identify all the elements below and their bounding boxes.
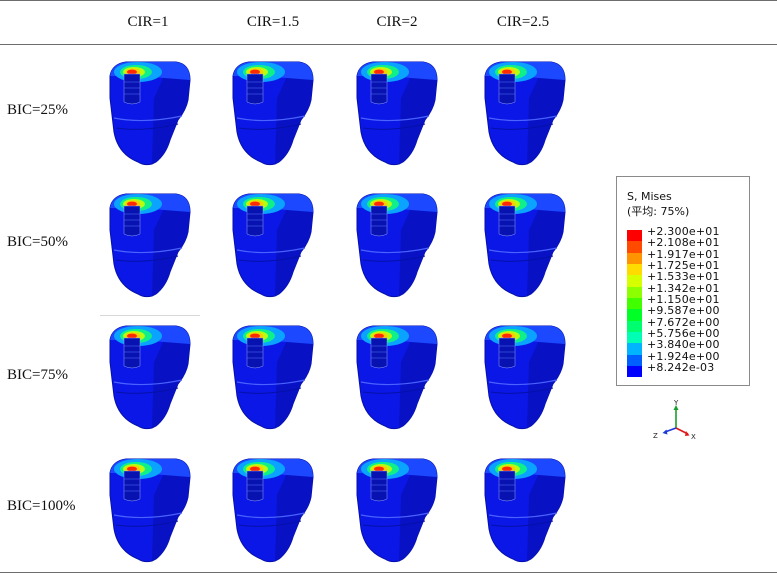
- top-rule: [0, 0, 777, 1]
- stress-contour-model: [227, 455, 317, 565]
- row-header: BIC=50%: [7, 234, 68, 250]
- column-header: CIR=2.5: [496, 14, 550, 30]
- stress-contour-model: [479, 58, 569, 168]
- legend-swatch: [627, 332, 642, 344]
- legend-swatch: [627, 241, 642, 253]
- header-rule: [0, 44, 777, 45]
- legend-swatch: [627, 354, 642, 367]
- column-header: CIR=1: [127, 14, 169, 30]
- legend-swatch: [627, 252, 642, 265]
- legend-swatch: [627, 320, 642, 333]
- legend-value: +1.533e+01: [647, 270, 720, 284]
- legend-value: +2.108e+01: [647, 236, 720, 250]
- stress-contour-model: [227, 322, 317, 432]
- legend-value: +5.756e+00: [647, 327, 720, 341]
- legend-swatch: [627, 298, 642, 310]
- axis-x-label: X: [691, 433, 696, 441]
- stress-contour-model: [351, 322, 441, 432]
- stress-contour-model: [479, 190, 569, 300]
- legend-value: +1.150e+01: [647, 293, 720, 307]
- row-header: BIC=100%: [7, 498, 76, 514]
- legend-value: +9.587e+00: [647, 304, 720, 318]
- legend-value: +8.242e-03: [647, 361, 715, 375]
- stress-contour-model: [104, 58, 194, 168]
- axis-y-label: Y: [673, 399, 679, 407]
- legend-value: +7.672e+00: [647, 315, 720, 329]
- axis-triad-icon: Y Z X: [653, 399, 696, 441]
- legend-swatch: [627, 264, 642, 276]
- row-header: BIC=75%: [7, 367, 68, 383]
- legend-swatch: [627, 309, 642, 321]
- legend-value: +1.725e+01: [647, 259, 720, 273]
- column-header: CIR=1.5: [246, 14, 300, 30]
- legend-swatch: [627, 366, 642, 378]
- stress-contour-model: [479, 455, 569, 565]
- legend-swatch: [627, 230, 642, 242]
- stress-contour-model: [227, 190, 317, 300]
- legend-swatch: [627, 275, 642, 287]
- faint-line: [100, 315, 200, 316]
- stress-contour-model: [351, 190, 441, 300]
- stress-contour-model: [104, 190, 194, 300]
- legend-title: S, Mises: [627, 190, 672, 203]
- legend-value: +2.300e+01: [647, 225, 720, 238]
- legend-value: +1.342e+01: [647, 281, 720, 295]
- legend-value: +1.917e+01: [647, 247, 720, 261]
- legend-swatch: [627, 343, 642, 355]
- bottom-rule: [0, 572, 777, 573]
- stress-contour-model: [479, 322, 569, 432]
- legend-value: +1.924e+00: [647, 349, 720, 363]
- stress-contour-model: [104, 455, 194, 565]
- legend-value: +3.840e+00: [647, 338, 720, 352]
- stress-contour-model: [351, 58, 441, 168]
- legend-subtitle: (平均: 75%): [627, 205, 690, 218]
- row-header: BIC=25%: [7, 102, 68, 118]
- axis-z-label: Z: [653, 432, 658, 440]
- column-header: CIR=2: [376, 14, 418, 30]
- stress-contour-model: [104, 322, 194, 432]
- stress-contour-model: [351, 455, 441, 565]
- stress-contour-model: [227, 58, 317, 168]
- stress-legend: S, Mises (平均: 75%) +2.300e+01 +2.108e+01 +…: [616, 176, 750, 386]
- legend-swatch: [627, 286, 642, 299]
